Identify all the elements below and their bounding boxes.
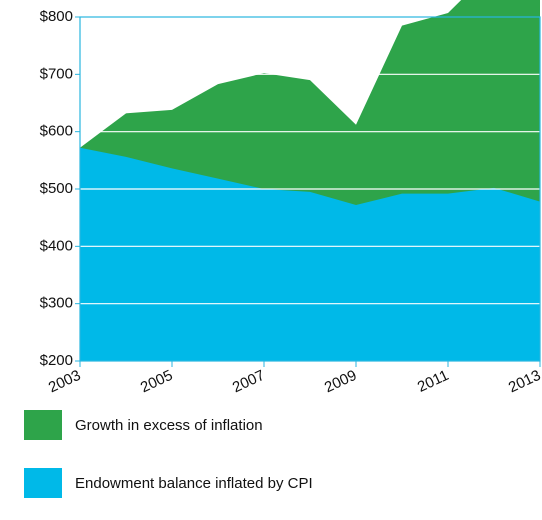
y-tick-label: $700 xyxy=(40,65,73,82)
plot-frame xyxy=(79,16,541,362)
x-tick-label: 2003 xyxy=(46,367,83,397)
y-tick-label: $600 xyxy=(40,123,73,140)
x-tick-label: 2011 xyxy=(415,367,451,396)
y-tick-label: $300 xyxy=(40,295,73,312)
legend-label: Endowment balance inflated by CPI xyxy=(75,475,313,492)
y-tick-label: $400 xyxy=(40,237,73,254)
x-tick-label: 2009 xyxy=(322,367,359,397)
x-tick-label: 2007 xyxy=(230,367,267,397)
legend-swatch xyxy=(24,468,62,498)
x-tick-label: 2005 xyxy=(138,367,175,397)
y-tick-label: $500 xyxy=(40,180,73,197)
x-tick-label: 2013 xyxy=(506,367,542,397)
legend-swatch xyxy=(24,410,62,440)
y-tick-label: $200 xyxy=(40,352,73,369)
y-tick-label: $800 xyxy=(40,8,73,25)
legend-label: Growth in excess of inflation xyxy=(75,417,263,434)
area xyxy=(80,147,540,361)
